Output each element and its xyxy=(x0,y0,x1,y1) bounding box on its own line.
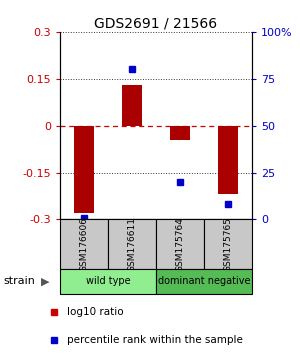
Bar xyxy=(108,219,156,269)
Text: GSM176606: GSM176606 xyxy=(80,217,88,272)
Text: log10 ratio: log10 ratio xyxy=(67,307,124,316)
Text: ▶: ▶ xyxy=(40,276,49,286)
Bar xyxy=(156,219,204,269)
Text: strain: strain xyxy=(3,276,35,286)
Text: GSM176611: GSM176611 xyxy=(128,217,136,272)
Bar xyxy=(156,269,252,294)
Text: percentile rank within the sample: percentile rank within the sample xyxy=(67,335,243,345)
Bar xyxy=(204,219,252,269)
Bar xyxy=(122,85,142,126)
Bar xyxy=(170,126,190,140)
Title: GDS2691 / 21566: GDS2691 / 21566 xyxy=(94,17,218,31)
Text: GSM175765: GSM175765 xyxy=(224,217,232,272)
Text: dominant negative: dominant negative xyxy=(158,276,250,286)
Text: GSM175764: GSM175764 xyxy=(176,217,184,272)
Bar xyxy=(60,219,108,269)
Bar xyxy=(74,126,94,213)
Bar xyxy=(60,269,156,294)
Text: wild type: wild type xyxy=(86,276,130,286)
Bar xyxy=(218,126,238,194)
